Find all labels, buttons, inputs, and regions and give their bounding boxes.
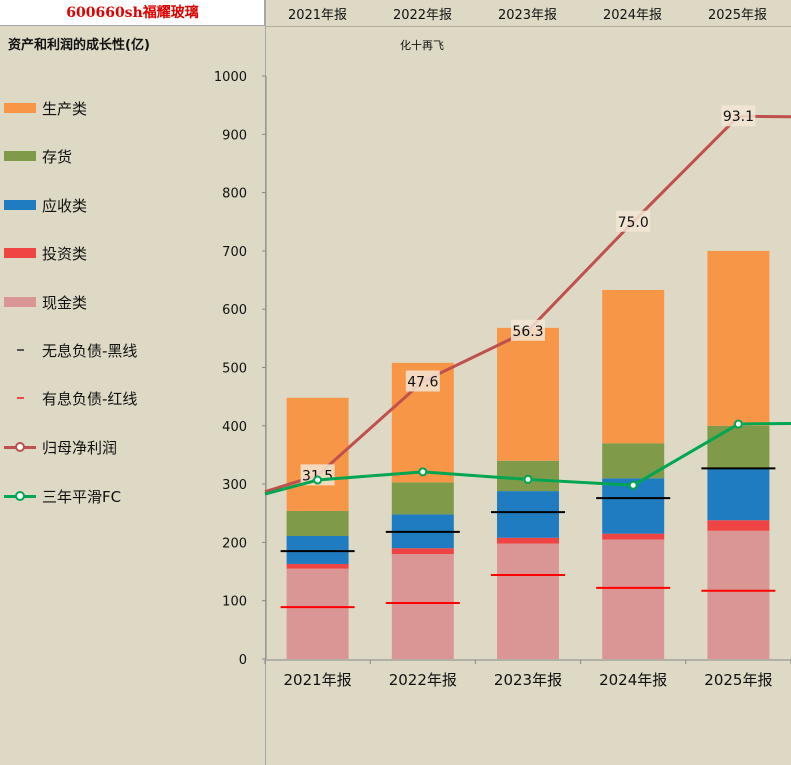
x-tick-label: 2022年报 [389,671,457,689]
bar-segment-现金类 [286,568,349,659]
legend-swatch-noninterest-liabilities [17,349,24,351]
line-point-三年平滑FC [628,480,638,490]
bar-segment-存货 [707,425,770,468]
stock-title: 600660sh福耀玻璃 [66,5,199,21]
year-header-2023: 2023年报 [497,8,558,23]
legend-label-receivables: 应收类 [42,197,88,215]
y-tick-label: 0 [239,653,247,668]
stock-header-cell [0,0,265,26]
legend-label-net-profit: 归母净利润 [42,439,118,457]
bar-segment-投资类 [497,537,559,544]
legend-label-noninterest-liabilities: 无息负债-黑线 [42,342,138,360]
legend-label-interest-liabilities: 有息负债-红线 [42,390,138,408]
legend-dot-smoothed-fc [15,491,25,501]
y-tick-label: 400 [222,420,247,435]
bar-segment-生产类 [707,250,770,426]
bar-segment-生产类 [602,289,665,444]
bar-segment-应收类 [286,535,349,564]
y-tick-label: 500 [222,362,247,377]
bar-segment-投资类 [391,548,454,555]
header-divider [265,26,791,27]
y-tick-label: 300 [222,478,247,493]
year-header-2024: 2024年报 [602,8,663,23]
chart-subtitle: 化十再飞 [400,39,444,52]
bar-segment-存货 [391,482,454,515]
bar-segment-投资类 [707,520,770,531]
year-header-2022: 2022年报 [392,8,453,23]
bar-segment-投资类 [602,533,665,540]
legend-swatch-inventory [4,151,36,161]
y-tick-label: 900 [222,128,247,143]
data-label: 47.6 [407,374,438,390]
x-tick-label: 2023年报 [494,671,562,689]
y-tick-label: 600 [222,303,247,318]
y-tick-label: 200 [222,536,247,551]
data-label-bg [511,319,545,341]
y-tick-label: 800 [222,187,247,202]
y-tick-label: 700 [222,245,247,260]
data-label-bg [721,105,756,127]
data-label-bg [616,210,651,232]
line-point-三年平滑FC [418,467,428,477]
legend-label-cash: 现金类 [42,294,88,312]
legend-swatch-receivables [4,200,36,210]
legend-swatch-cash [4,297,36,307]
bar-segment-生产类 [497,327,559,461]
y-tick-label: 100 [222,595,247,610]
legend-label-inventory: 存货 [42,148,73,166]
legend-label-production: 生产类 [42,100,88,118]
bar-segment-现金类 [391,554,454,659]
bar-segment-现金类 [707,530,770,659]
line-point-三年平滑FC [313,475,323,485]
data-label: 75.0 [618,215,649,231]
bar-segment-现金类 [497,543,559,659]
bar-segment-现金类 [602,539,665,659]
bar-segment-生产类 [286,397,349,511]
chart-title: 资产和利润的成长性(亿) [8,38,150,53]
legend-swatch-interest-liabilities [17,397,24,399]
legend-dot-net-profit [15,442,25,452]
year-header-2025: 2025年报 [707,8,768,23]
legend-label-investment: 投资类 [42,245,88,263]
legend-swatch-investment [4,248,36,258]
data-label: 93.1 [723,109,754,125]
legend-swatch-production [4,103,36,113]
bar-segment-投资类 [286,563,349,569]
data-label-bg [405,370,440,392]
line-point-三年平滑FC [523,474,533,484]
x-tick-label: 2021年报 [284,671,352,689]
year-header-2021: 2021年报 [287,8,348,23]
bar-segment-应收类 [707,467,770,521]
x-tick-label: 2024年报 [599,671,667,689]
data-label: 56.3 [512,324,543,340]
bar-segment-存货 [286,510,349,536]
line-point-三年平滑FC [733,419,743,429]
x-tick-label: 2025年报 [704,671,772,689]
y-tick-label: 1000 [214,70,247,85]
bar-segment-应收类 [497,491,559,538]
legend-label-smoothed-fc: 三年平滑FC [42,488,122,506]
